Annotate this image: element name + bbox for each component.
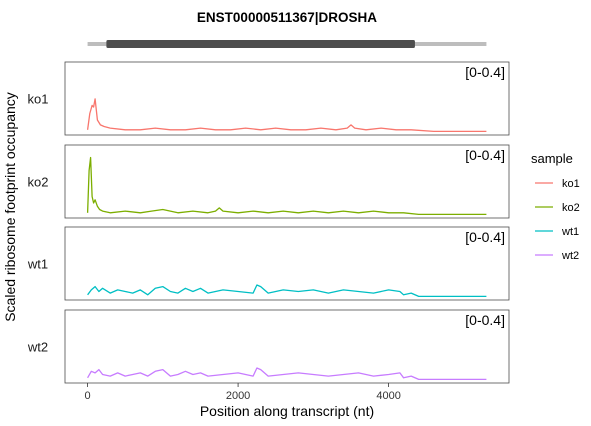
legend-label-wt1: wt1	[561, 226, 579, 238]
range-label: [0-0.4]	[465, 229, 505, 245]
legend: sample ko1 ko2 wt1 wt2	[531, 151, 580, 262]
chart-title: ENST00000511367|DROSHA	[197, 10, 377, 25]
legend-item-wt1: wt1	[535, 226, 579, 238]
x-axis-title: Position along transcript (nt)	[200, 403, 374, 419]
range-label: [0-0.4]	[465, 312, 505, 328]
legend-item-wt2: wt2	[535, 250, 579, 262]
range-label: [0-0.4]	[465, 147, 505, 163]
legend-label-wt2: wt2	[561, 250, 579, 262]
legend-label-ko2: ko2	[562, 202, 580, 214]
panel-border	[64, 309, 510, 384]
cds-box	[106, 40, 415, 48]
y-axis-title: Scaled ribosome footprint occupancy	[2, 92, 18, 322]
series-line-ko2	[86, 156, 487, 216]
panel-border	[64, 144, 510, 219]
panel-wt2: [0-0.4] wt2	[27, 309, 510, 384]
x-tick-label: 2000	[226, 390, 250, 402]
series-line-ko1	[86, 98, 487, 133]
x-tick-label: 4000	[376, 390, 400, 402]
legend-item-ko2: ko2	[535, 202, 580, 214]
range-label: [0-0.4]	[465, 64, 505, 80]
x-axis: 0 2000 4000	[85, 383, 401, 402]
facet-panels: [0-0.4] ko1 [0-0.4] ko2 [0-0.4] wt1 [0-0.4] wt2	[27, 61, 510, 384]
panel-border	[64, 226, 510, 301]
series-line-wt2	[87, 367, 487, 381]
strip-label-ko1: ko1	[28, 92, 49, 107]
strip-label-ko2: ko2	[28, 175, 49, 190]
legend-label-ko1: ko1	[562, 178, 580, 190]
series-line-wt1	[87, 284, 487, 298]
panel-border	[64, 61, 510, 136]
gene-model	[87, 40, 487, 48]
legend-item-ko1: ko1	[535, 178, 580, 190]
x-tick-label: 0	[85, 390, 91, 402]
strip-label-wt1: wt1	[27, 257, 48, 272]
panel-ko2: [0-0.4] ko2	[28, 144, 510, 219]
panel-wt1: [0-0.4] wt1	[27, 226, 510, 301]
panel-ko1: [0-0.4] ko1	[28, 61, 510, 136]
strip-label-wt2: wt2	[27, 340, 48, 355]
legend-title: sample	[531, 151, 573, 166]
